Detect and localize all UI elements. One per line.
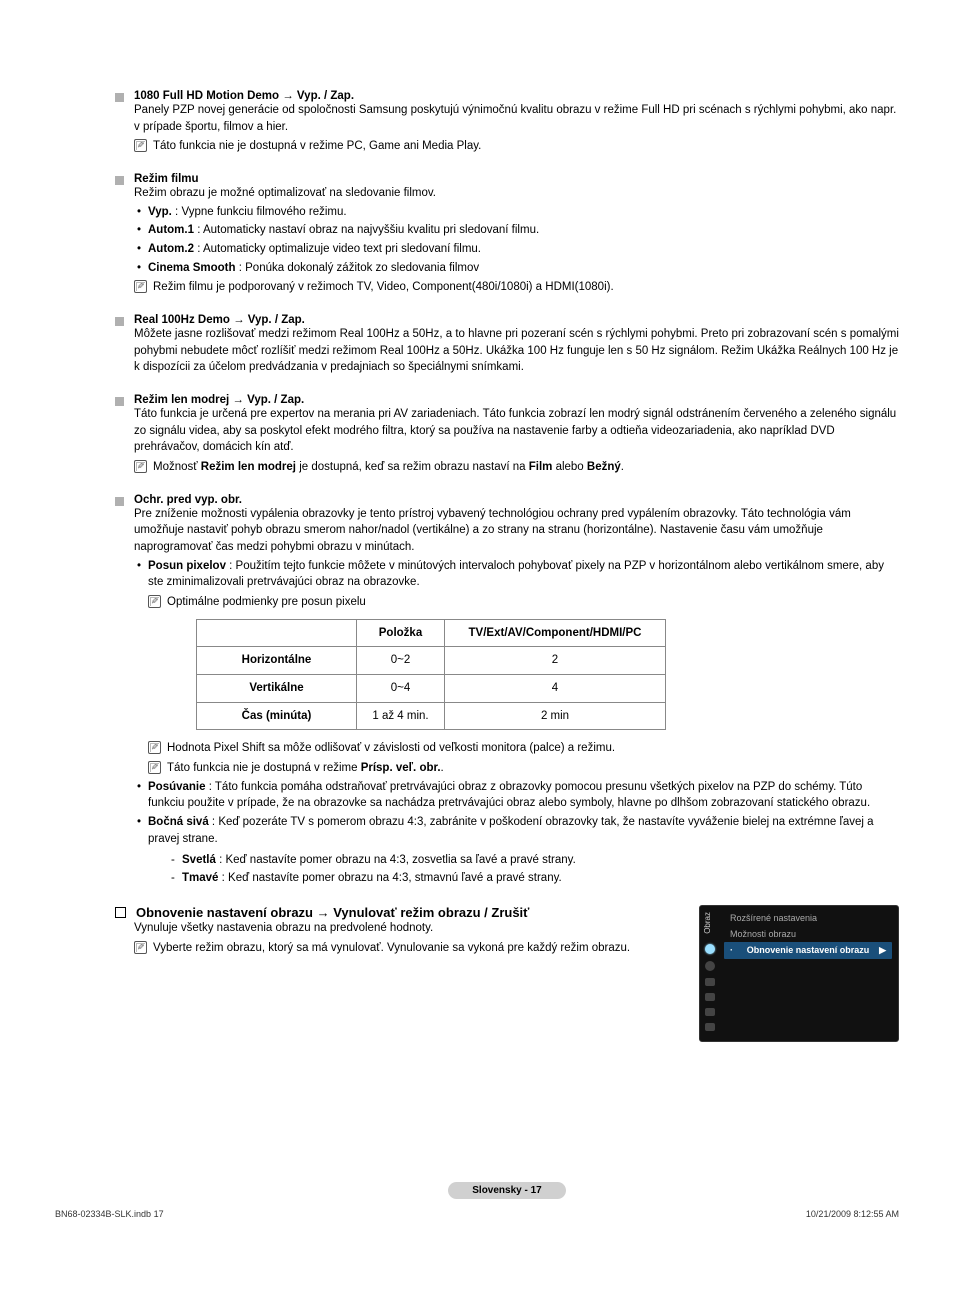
osd-side-label: Obraz: [703, 912, 712, 934]
body-text: Táto funkcia je určená pre expertov na m…: [134, 406, 899, 456]
body-text: Pre zníženie možnosti vypálenia obrazovk…: [134, 506, 899, 556]
osd-menu-item[interactable]: Možnosti obrazu: [724, 926, 892, 942]
osd-menu-label: Obnovenie nastavení obrazu: [747, 945, 870, 955]
square-bullet-icon: [115, 397, 124, 406]
table-header: Položka: [357, 619, 445, 647]
list-item: Autom.2 : Automaticky optimalizuje video…: [134, 241, 899, 258]
note-icon: [134, 139, 147, 152]
tab-icon: [705, 993, 715, 1001]
square-outline-bullet-icon: [115, 907, 126, 918]
section-reset: Obnovenie nastavení obrazu → Vynulovať r…: [115, 905, 899, 1042]
tab-icon: [705, 961, 715, 971]
note-text: Táto funkcia nie je dostupná v režime PC…: [153, 138, 481, 155]
print-filename: BN68-02334B-SLK.indb 17: [55, 1209, 164, 1219]
note-icon: [148, 761, 161, 774]
square-bullet-icon: [115, 93, 124, 102]
note-icon: [134, 941, 147, 954]
sub-item: Svetlá : Keď nastavíte pomer obrazu na 4…: [168, 852, 899, 869]
list-item: Cinema Smooth : Ponúka dokonalý zážitok …: [134, 260, 899, 277]
square-bullet-icon: [115, 317, 124, 326]
note-text: Možnosť Režim len modrej je dostupná, ke…: [153, 459, 624, 476]
note-text: Hodnota Pixel Shift sa môže odlišovať v …: [167, 740, 615, 757]
section-real-100hz: Real 100Hz Demo → Vyp. / Zap. Môžete jas…: [115, 314, 899, 376]
body-text: Vynuluje všetky nastavenia obrazu na pre…: [134, 920, 687, 937]
table-header: TV/Ext/AV/Component/HDMI/PC: [445, 619, 666, 647]
print-marks: BN68-02334B-SLK.indb 17 10/21/2009 8:12:…: [55, 1209, 899, 1219]
section-title: Ochr. pred vyp. obr.: [134, 494, 242, 506]
osd-menu-item[interactable]: Rozšírené nastavenia: [724, 910, 892, 926]
table-row: Čas (minúta) 1 až 4 min. 2 min: [197, 702, 666, 730]
section-rezim-filmu: Režim filmu Režim obrazu je možné optima…: [115, 173, 899, 296]
osd-menu-panel: Obraz Rozšírené nastavenia Možnosti obra…: [699, 905, 899, 1042]
pixel-shift-table: Položka TV/Ext/AV/Component/HDMI/PC Hori…: [196, 619, 666, 731]
body-text: Panely PZP novej generácie od spoločnost…: [134, 102, 899, 135]
note-text: Režim filmu je podporovaný v režimoch TV…: [153, 279, 614, 296]
note-icon: [148, 741, 161, 754]
note-text: Táto funkcia nie je dostupná v režime Pr…: [167, 760, 444, 777]
tab-icon: [705, 1023, 715, 1031]
note-icon: [134, 280, 147, 293]
square-bullet-icon: [115, 176, 124, 185]
list-item: Vyp. : Vypne funkciu filmového režimu.: [134, 204, 899, 221]
section-title: Režim filmu: [134, 173, 199, 185]
tab-icon: [705, 1008, 715, 1016]
tab-icon: [705, 978, 715, 986]
section-modrej: Režim len modrej → Vyp. / Zap. Táto funk…: [115, 394, 899, 476]
section-title: Obnovenie nastavení obrazu → Vynulovať r…: [136, 905, 529, 920]
section-title: 1080 Full HD Motion Demo → Vyp. / Zap.: [134, 90, 354, 102]
body-text: Režim obrazu je možné optimalizovať na s…: [134, 185, 899, 202]
section-title: Režim len modrej → Vyp. / Zap.: [134, 394, 304, 406]
note-text: Vyberte režim obrazu, ktorý sa má vynulo…: [153, 940, 630, 957]
note-icon: [148, 595, 161, 608]
tab-icon: [705, 944, 715, 954]
page-footer: Slovensky - 17: [115, 1182, 899, 1199]
section-1080-demo: 1080 Full HD Motion Demo → Vyp. / Zap. P…: [115, 90, 899, 155]
list-item-posun: Posun pixelov : Použitím tejto funkcie m…: [134, 558, 899, 777]
print-timestamp: 10/21/2009 8:12:55 AM: [806, 1209, 899, 1219]
body-text: Môžete jasne rozlišovať medzi režimom Re…: [134, 326, 899, 376]
list-item-posuvanie: Posúvanie : Táto funkcia pomáha odstraňo…: [134, 779, 899, 812]
chevron-right-icon: ▶: [879, 945, 886, 956]
section-title: Real 100Hz Demo → Vyp. / Zap.: [134, 314, 305, 326]
page-number-badge: Slovensky - 17: [448, 1182, 565, 1199]
list-item-bocna: Bočná sivá : Keď pozeráte TV s pomerom o…: [134, 814, 899, 887]
note-icon: [134, 460, 147, 473]
table-row: Horizontálne 0~2 2: [197, 647, 666, 675]
section-ochr: Ochr. pred vyp. obr. Pre zníženie možnos…: [115, 494, 899, 887]
sub-item: Tmavé : Keď nastavíte pomer obrazu na 4:…: [168, 870, 899, 887]
osd-menu-item-selected[interactable]: Obnovenie nastavení obrazu ▶: [724, 942, 892, 959]
square-bullet-icon: [115, 497, 124, 506]
note-text: Optimálne podmienky pre posun pixelu: [167, 594, 366, 611]
table-row: Vertikálne 0~4 4: [197, 675, 666, 703]
list-item: Autom.1 : Automaticky nastaví obraz na n…: [134, 222, 899, 239]
